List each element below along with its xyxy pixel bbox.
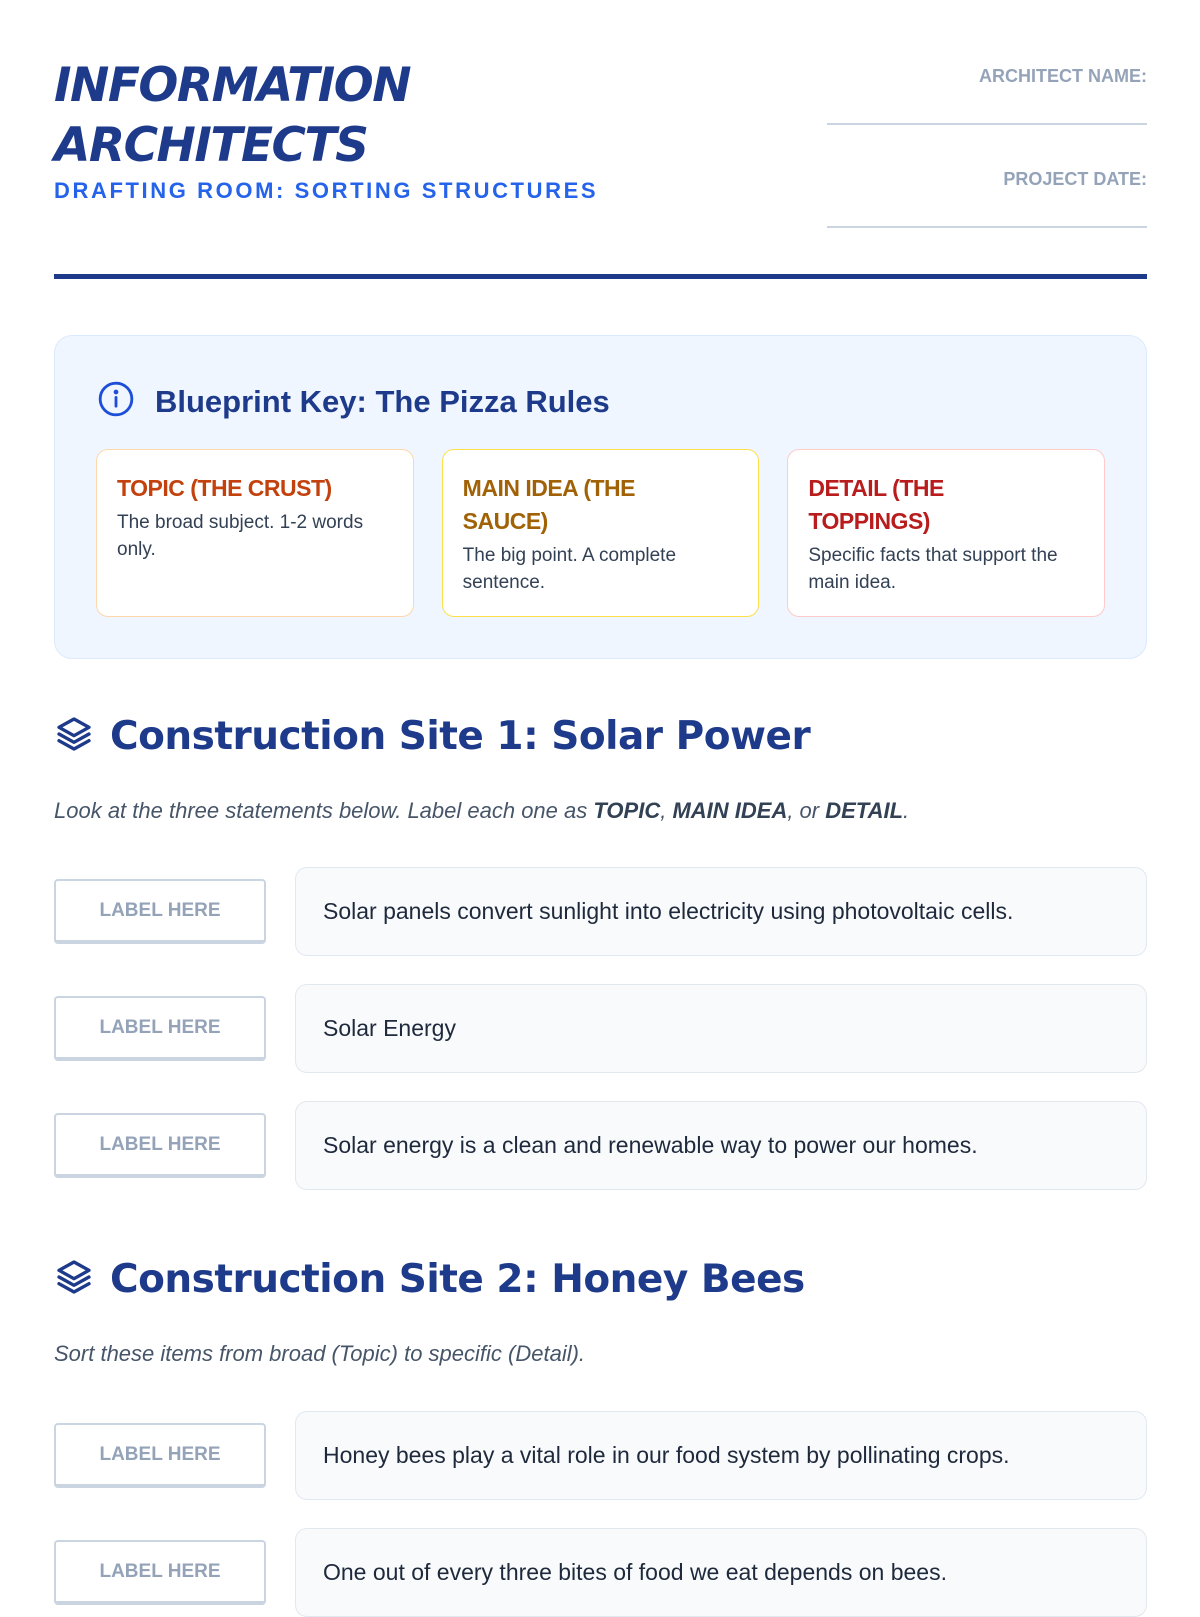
architect-name-line[interactable] xyxy=(827,123,1147,125)
label-input[interactable]: LABEL HERE xyxy=(54,1540,266,1605)
key-card-detail: DETAIL (THE TOPPINGS) Specific facts tha… xyxy=(787,449,1106,617)
site2-title: Construction Site 2: Honey Bees xyxy=(110,1257,805,1302)
card-title: TOPIC (THE CRUST) xyxy=(117,475,332,501)
site2-heading: Construction Site 2: Honey Bees xyxy=(54,1257,805,1302)
instr-topic: TOPIC xyxy=(593,798,661,823)
statement-text: Solar panels convert sunlight into elect… xyxy=(295,867,1147,956)
instr-text: , xyxy=(660,798,673,823)
key-card-topic: TOPIC (THE CRUST) The broad subject. 1-2… xyxy=(96,449,414,617)
architect-name-label: ARCHITECT NAME: xyxy=(979,66,1147,86)
layers-icon xyxy=(54,1257,94,1302)
blueprint-key: Blueprint Key: The Pizza Rules TOPIC (TH… xyxy=(54,335,1147,659)
statement-row: LABEL HERE One out of every three bites … xyxy=(54,1528,1147,1617)
architect-name-field[interactable]: ARCHITECT NAME: xyxy=(827,66,1147,125)
key-title: Blueprint Key: The Pizza Rules xyxy=(155,383,610,419)
label-input[interactable]: LABEL HERE xyxy=(54,879,266,944)
statement-row: LABEL HERE Solar panels convert sunlight… xyxy=(54,867,1147,956)
instr-text: Look at the three statements below. Labe… xyxy=(54,798,594,823)
statement-row: LABEL HERE Honey bees play a vital role … xyxy=(54,1411,1147,1500)
statement-text: Honey bees play a vital role in our food… xyxy=(295,1411,1147,1500)
page-subtitle: DRAFTING ROOM: SORTING STRUCTURES xyxy=(54,178,599,203)
title-line-2: ARCHITECTS xyxy=(54,118,369,173)
instr-text: , or xyxy=(787,798,826,823)
site1-heading: Construction Site 1: Solar Power xyxy=(54,714,811,759)
site1-instructions: Look at the three statements below. Labe… xyxy=(54,798,909,824)
statement-row: LABEL HERE Solar energy is a clean and r… xyxy=(54,1101,1147,1190)
instr-main-idea: MAIN IDEA xyxy=(672,798,788,823)
statement-row: LABEL HERE Solar Energy xyxy=(54,984,1147,1073)
header-divider xyxy=(54,274,1147,279)
project-date-line[interactable] xyxy=(827,226,1147,228)
key-card-main-idea: MAIN IDEA (THE SAUCE) The big point. A c… xyxy=(441,449,760,617)
project-date-label: PROJECT DATE: xyxy=(1003,169,1147,189)
statement-text: Solar energy is a clean and renewable wa… xyxy=(295,1101,1147,1190)
label-input[interactable]: LABEL HERE xyxy=(54,996,266,1061)
site1-title: Construction Site 1: Solar Power xyxy=(110,714,811,759)
label-input[interactable]: LABEL HERE xyxy=(54,1423,266,1488)
instr-detail: DETAIL xyxy=(825,798,904,823)
card-title: MAIN IDEA (THE SAUCE) xyxy=(462,475,636,534)
layers-icon xyxy=(54,714,94,759)
project-date-field[interactable]: PROJECT DATE: xyxy=(827,169,1147,228)
instr-text: . xyxy=(903,798,910,823)
site2-instructions: Sort these items from broad (Topic) to s… xyxy=(54,1341,586,1366)
title-line-1: INFORMATION xyxy=(54,58,412,113)
card-desc: The broad subject. 1-2 words only. xyxy=(117,512,364,560)
info-circle-icon xyxy=(97,380,135,423)
statement-text: One out of every three bites of food we … xyxy=(295,1528,1147,1617)
page-title: INFORMATION ARCHITECTS xyxy=(54,56,412,176)
statement-text: Solar Energy xyxy=(295,984,1147,1073)
card-desc: The big point. A complete sentence. xyxy=(462,545,677,593)
card-desc: Specific facts that support the main ide… xyxy=(808,545,1058,593)
label-input[interactable]: LABEL HERE xyxy=(54,1113,266,1178)
card-title: DETAIL (THE TOPPINGS) xyxy=(808,475,944,534)
